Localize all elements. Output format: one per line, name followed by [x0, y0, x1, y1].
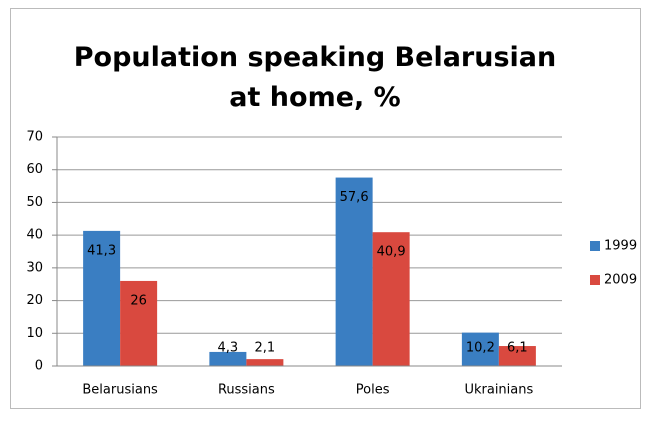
bar: [372, 232, 410, 366]
data-label: 41,3: [87, 243, 116, 258]
y-tick-label: 20: [26, 293, 43, 308]
data-label: 40,9: [377, 245, 406, 260]
bar: [246, 359, 284, 366]
y-tick-label: 0: [35, 359, 43, 374]
legend-label: 2009: [604, 273, 637, 288]
bar: [120, 280, 158, 366]
y-tick-label: 40: [26, 228, 43, 243]
y-tick-label: 60: [26, 162, 43, 177]
x-tick-label: Russians: [218, 383, 275, 398]
data-label: 2,1: [255, 341, 276, 356]
data-label: 57,6: [340, 190, 369, 205]
data-label: 10,2: [466, 341, 495, 356]
bar: [83, 230, 121, 366]
legend-label: 1999: [604, 239, 637, 254]
data-label: 4,3: [218, 341, 239, 356]
y-tick-label: 30: [26, 260, 43, 275]
data-label: 26: [130, 293, 147, 308]
x-tick-label: Poles: [356, 383, 390, 398]
x-tick-label: Belarusians: [82, 383, 158, 398]
bar: [209, 351, 247, 366]
x-tick-label: Ukrainians: [464, 383, 533, 398]
legend-swatch: [590, 275, 600, 285]
y-tick-label: 50: [26, 195, 43, 210]
bar: [335, 177, 373, 366]
bar: [498, 346, 536, 366]
frame: [10, 8, 641, 409]
y-tick-label: 70: [26, 130, 43, 145]
chart-title: Population speaking Belarusian at home, …: [73, 42, 557, 113]
legend-swatch: [590, 241, 600, 251]
y-tick-label: 10: [26, 326, 43, 341]
bar: [461, 332, 499, 366]
data-label: 6,1: [507, 341, 528, 356]
